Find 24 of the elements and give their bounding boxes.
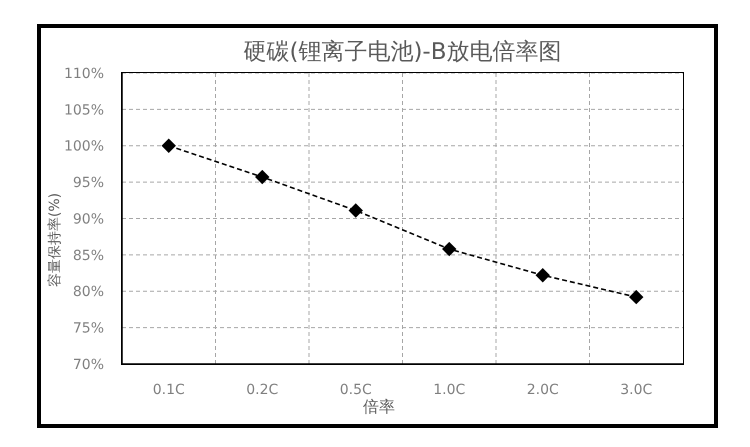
point [348,204,363,218]
point [162,138,176,153]
point [629,290,644,304]
x-tick-label: 3.0C [620,382,652,398]
point [255,170,270,184]
y-tick-label: 70% [72,356,104,373]
x-tick-label: 0.2C [246,382,278,398]
y-tick-label: 80% [72,284,104,300]
x-tick-label: 1.0C [433,382,466,398]
x-axis-title: 倍率 [363,397,395,416]
y-tick-label: 105% [64,102,104,118]
y-tick-label: 75% [72,320,104,337]
y-tick-label: 90% [72,211,104,228]
x-tick-label: 2.0C [526,382,559,398]
point [442,242,456,256]
chart-title: 硬碳(锂离子电池)-B放电倍率图 [243,39,562,65]
y-tick-label: 100% [64,138,104,155]
x-tick-label: 0.5C [340,382,372,398]
y-tick-label: 85% [72,248,104,264]
y-axis-title: 容量保持率(%) [47,192,63,288]
x-tick-label: 0.1C [152,382,185,398]
y-tick-label: 95% [72,175,104,192]
point [536,268,550,282]
y-tick-label: 110% [64,66,104,82]
